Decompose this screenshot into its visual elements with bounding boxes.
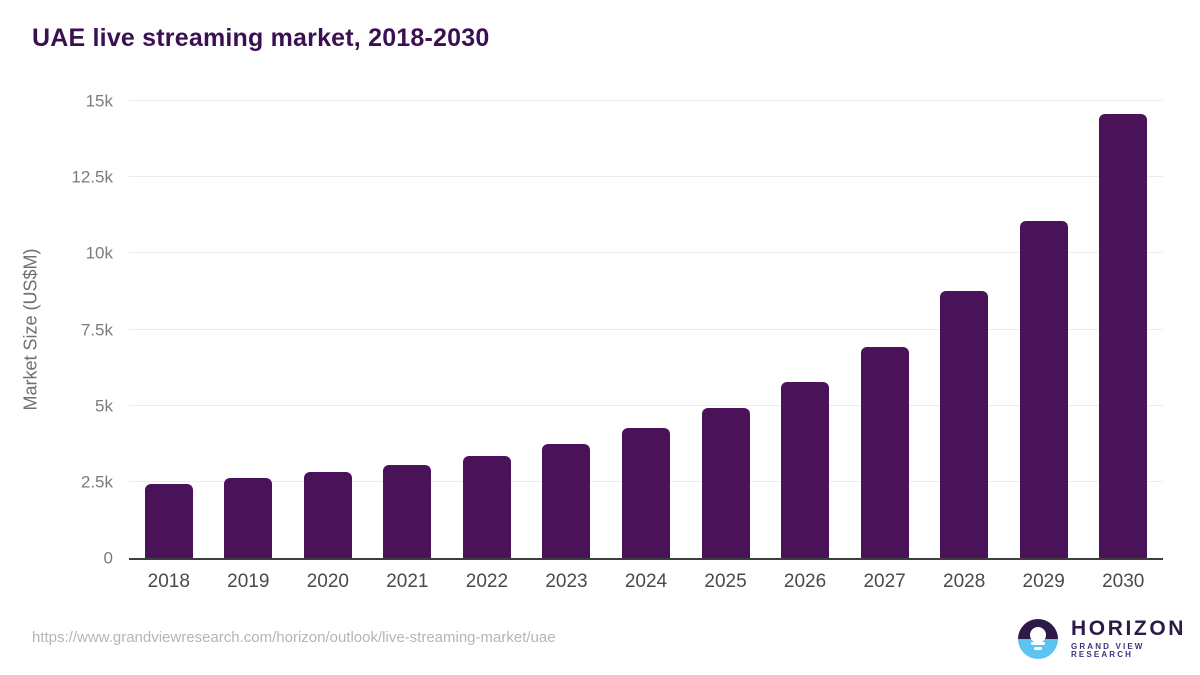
bar-2026 [781, 381, 830, 558]
x-tick-label: 2018 [147, 571, 190, 592]
x-tick-label: 2024 [624, 571, 668, 592]
y-tick-label: 7.5k [80, 320, 113, 339]
x-tick-label: 2029 [1022, 571, 1065, 592]
logo-wave-line-1 [1031, 642, 1045, 646]
logo-text: HORIZON GRAND VIEW RESEARCH [1071, 618, 1200, 659]
x-tick-label: 2030 [1102, 571, 1145, 592]
chart-title: UAE live streaming market, 2018-2030 [32, 24, 490, 52]
y-axis-title-text: Market Size (US$M) [20, 248, 41, 411]
bar-2018 [144, 483, 193, 558]
bar-2030 [1099, 113, 1148, 558]
y-tick-label: 10k [85, 243, 113, 263]
gridline [129, 404, 1163, 406]
logo-brand-name: HORIZON [1071, 617, 1187, 640]
plot-area: 0 2.5k 5k 7.5k 10k 12.5k 15k 2018 2019 2020 2021 20… [71, 93, 1163, 592]
gridline [129, 176, 1163, 178]
x-tick-label: 2023 [545, 571, 588, 592]
bar-2020 [303, 472, 352, 558]
x-tick-label: 2021 [386, 571, 429, 592]
gridline [129, 100, 1163, 101]
gridline [129, 252, 1163, 254]
x-tick-label: 2025 [704, 571, 747, 592]
x-tick-label: 2028 [943, 571, 986, 592]
bar-2025 [701, 408, 750, 558]
bar-2023 [542, 443, 591, 558]
bar-2029 [1019, 221, 1068, 558]
x-tick-label: 2020 [306, 571, 349, 592]
logo-sun-shape [1030, 626, 1046, 643]
bar-2027 [860, 346, 909, 558]
y-axis-title: Market Size (US$M) [18, 101, 44, 558]
y-tick-label: 12.5k [71, 167, 113, 187]
bar-2022 [462, 455, 511, 558]
x-tick-label: 2026 [783, 571, 827, 592]
x-tick-label: 2019 [227, 571, 270, 592]
source-url: https://www.grandviewresearch.com/horizo… [32, 629, 556, 646]
x-tick-label: 2027 [863, 571, 906, 592]
bar-2019 [224, 478, 273, 558]
y-tick-label: 5k [95, 396, 113, 416]
horizon-logo-icon [1018, 618, 1058, 659]
logo-sub-brand: GRAND VIEW RESEARCH [1071, 642, 1145, 659]
x-tick-label: 2022 [465, 571, 509, 592]
gridline [129, 328, 1163, 330]
y-tick-label: 2.5k [80, 472, 113, 492]
bar-2021 [383, 465, 432, 558]
y-tick-label: 0 [103, 548, 113, 568]
horizon-logo: HORIZON GRAND VIEW RESEARCH [1018, 618, 1200, 659]
logo-wave-line-2 [1034, 647, 1042, 651]
bar-2028 [940, 291, 989, 558]
y-tick-label: 15k [85, 91, 113, 111]
bar-2024 [622, 428, 670, 558]
